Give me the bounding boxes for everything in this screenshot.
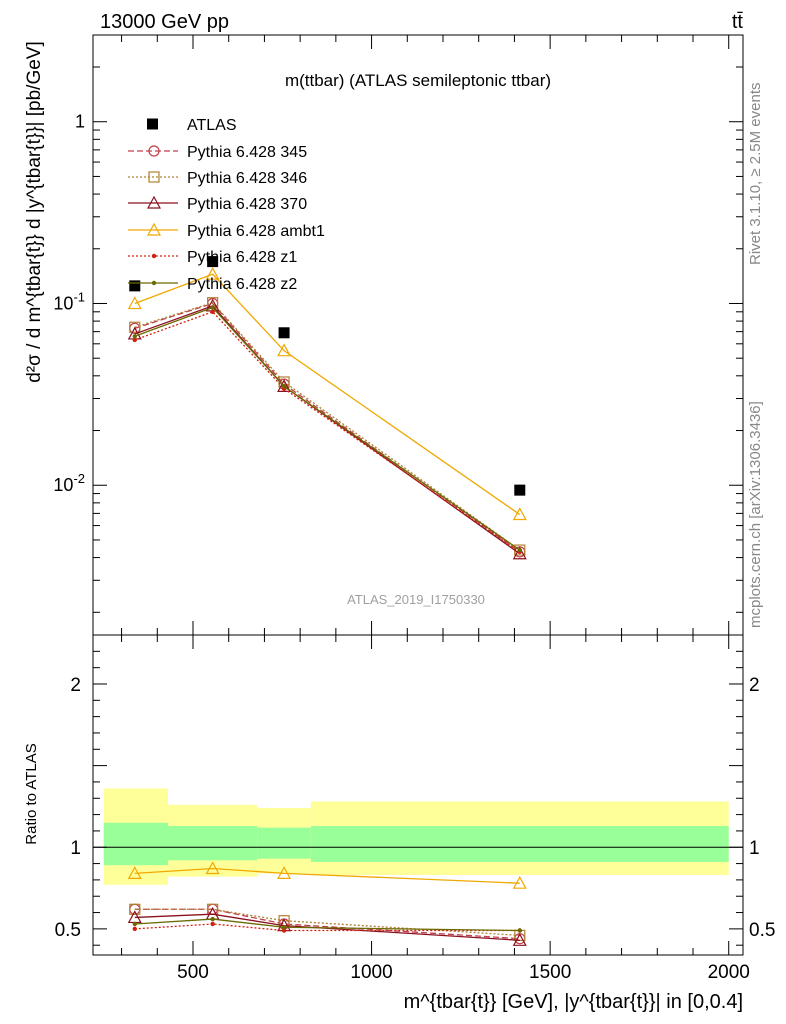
- legend-label: Pythia 6.428 z2: [187, 276, 297, 293]
- atlas-data-point: [207, 256, 219, 268]
- legend-label: Pythia 6.428 z1: [187, 249, 297, 266]
- atlas-data-points: [129, 256, 526, 496]
- main-y-axis-label: d²σ / d m^{tbar{t}} d |y^{tbar{t}}| [pb/…: [24, 41, 45, 383]
- legend-marker: [151, 253, 157, 259]
- legend-marker: [151, 280, 157, 286]
- series-marker: [517, 547, 522, 553]
- inner-uncertainty-band: [168, 826, 258, 861]
- ratio-series-marker: [210, 921, 215, 927]
- series-marker: [512, 546, 527, 560]
- ratio-series-line: [134, 913, 520, 941]
- legend-label: ATLAS: [187, 117, 237, 134]
- legend-label: Pythia 6.428 345: [187, 144, 307, 161]
- legend-label: Pythia 6.428 370: [187, 196, 307, 213]
- series-marker: [210, 309, 215, 315]
- series-marker: [205, 266, 220, 280]
- series-marker: [277, 379, 292, 392]
- legend-label: Pythia 6.428 346: [187, 170, 307, 187]
- series-marker: [277, 343, 292, 357]
- main-series: [127, 266, 527, 560]
- ratio-series-marker: [205, 861, 220, 875]
- ratio-series-marker: [277, 866, 292, 879]
- ratio-y-tick-label-right: 0.5: [749, 920, 775, 941]
- ratio-series-marker: [129, 903, 141, 915]
- main-y-tick-label: 10-1: [53, 289, 85, 313]
- inner-uncertainty-band: [257, 827, 311, 859]
- rivet-version-label: Rivet 3.1.10, ≥ 2.5M events: [747, 83, 764, 266]
- ratio-series-line: [134, 867, 520, 884]
- ratio-series-marker: [127, 866, 142, 879]
- ratio-y-tick-label-right: 1: [749, 838, 760, 859]
- ratio-y-tick-label-left: 1: [70, 838, 81, 859]
- process-label: 13000 GeV pp: [100, 11, 229, 33]
- series-line: [134, 311, 521, 553]
- legend-marker: [146, 195, 162, 209]
- ratio-y-tick-labels: 0.5 0.5 1 1 2 2: [55, 675, 776, 941]
- ratio-series-marker: [512, 875, 527, 889]
- series-line: [134, 273, 521, 516]
- ratio-series-line: [134, 918, 520, 932]
- ratio-y-tick-label-left: 0.5: [55, 920, 81, 941]
- x-tick-label: 500: [177, 962, 209, 983]
- legend-marker-atlas: [147, 118, 158, 130]
- series-marker: [127, 296, 142, 310]
- analysis-watermark: ATLAS_2019_I1750330: [347, 592, 485, 607]
- series-line: [134, 305, 521, 555]
- ratio-series-marker: [517, 928, 522, 933]
- series-marker: [132, 337, 137, 343]
- main-y-tick-label: 1: [75, 112, 85, 132]
- ratio-series-line: [134, 908, 520, 940]
- x-tick-labels: 500 1000 1500 2000: [177, 962, 750, 983]
- series-line: [134, 302, 521, 553]
- ratio-axis-ticks: [93, 635, 743, 955]
- x-tick-label: 2000: [708, 962, 750, 983]
- ratio-frame: [92, 634, 744, 956]
- ratio-series-line: [134, 923, 520, 932]
- ratio-series-marker: [132, 926, 137, 932]
- series-marker: [210, 305, 215, 310]
- ratio-series-line: [134, 908, 520, 937]
- atlas-data-point: [129, 280, 141, 292]
- inner-uncertainty-band: [310, 826, 729, 862]
- series-marker: [281, 384, 287, 389]
- series-line: [134, 301, 521, 551]
- ratio-series-marker: [512, 933, 527, 946]
- atlas-data-point: [514, 484, 526, 496]
- ratio-series-marker: [132, 921, 137, 927]
- ratio-series-marker: [281, 925, 287, 930]
- ratio-series-marker: [210, 916, 215, 922]
- atlas-data-point: [278, 327, 290, 339]
- legend-marker: [146, 222, 162, 236]
- chart-title: m(ttbar) (ATLAS semileptonic ttbar): [285, 71, 551, 90]
- main-y-tick-labels: 1 10-1 10-2: [53, 112, 85, 496]
- main-panel: 1 10-1 10-2 m(ttbar) (ATLAS semileptonic t…: [24, 34, 744, 636]
- final-state-label: tt̄: [732, 11, 744, 33]
- x-tick-label: 1500: [529, 962, 571, 983]
- ratio-y-tick-label-left: 2: [70, 675, 81, 696]
- ratio-panel: 0.5 0.5 1 1 2 2 500 1000 1500 2000 Ratio to ATLA…: [23, 634, 776, 1013]
- series-marker: [129, 321, 141, 333]
- ratio-y-tick-label-right: 2: [749, 675, 760, 696]
- main-axis-ticks: [93, 34, 743, 635]
- legend: ATLAS Pythia 6.428 345 Pythia 6.428 346 Pyt…: [128, 117, 325, 293]
- ratio-y-axis-label: Ratio to ATLAS: [23, 743, 40, 844]
- x-tick-label: 1000: [350, 962, 392, 983]
- series-marker: [132, 334, 137, 339]
- legend-marker: [148, 145, 160, 157]
- ratio-series: [127, 861, 527, 946]
- legend-label: Pythia 6.428 ambt1: [187, 223, 325, 240]
- x-axis-label: m^{tbar{t}} [GeV], |y^{tbar{t}}| in [0,0…: [404, 991, 743, 1013]
- uncertainty-bands: [103, 788, 729, 885]
- series-line: [134, 306, 521, 551]
- series-marker: [512, 507, 527, 521]
- legend-marker: [148, 171, 160, 183]
- main-y-tick-label: 10-2: [53, 471, 85, 495]
- mcplots-label: mcplots.cern.ch [arXiv:1306.3436]: [747, 401, 764, 628]
- inner-uncertainty-band: [103, 822, 168, 866]
